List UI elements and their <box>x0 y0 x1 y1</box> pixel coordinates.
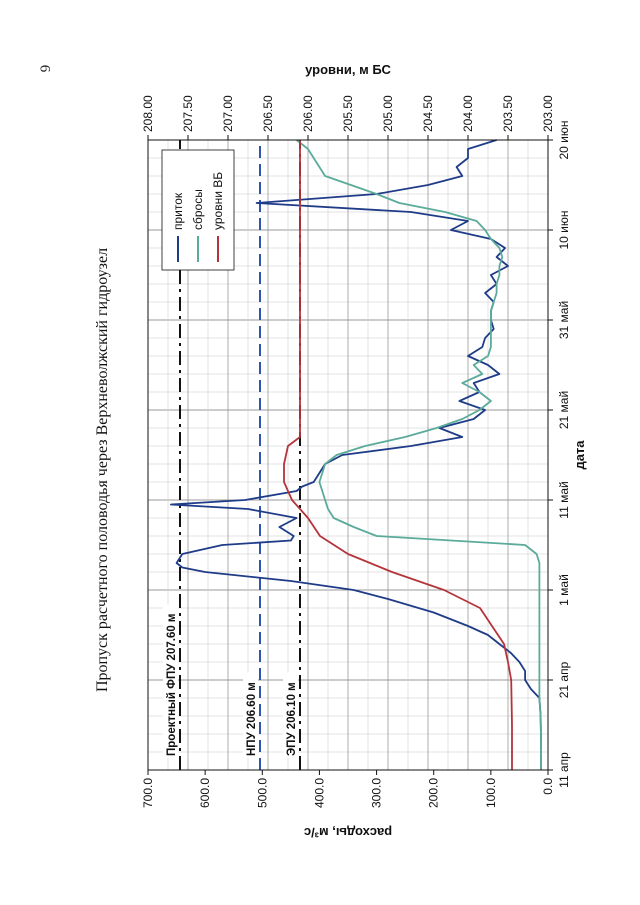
x-tick-label: 10 июн <box>557 210 571 249</box>
y2-tick-label: 205.00 <box>381 95 395 132</box>
reference-line-label: ЭПУ 206.10 м <box>286 682 298 756</box>
y-tick-label: 700.0 <box>141 778 155 808</box>
y-tick-label: 200.0 <box>427 778 441 808</box>
y2-tick-label: 206.50 <box>261 95 275 132</box>
y2-tick-label: 207.00 <box>221 95 235 132</box>
y-tick-label: 100.0 <box>484 778 498 808</box>
reference-line-label: НПУ 206.60 м <box>246 682 258 756</box>
y2-tick-label: 205.50 <box>341 95 355 132</box>
x-tick-label: 20 июн <box>557 120 571 159</box>
series-line <box>296 139 542 770</box>
series-line <box>169 139 542 770</box>
y-tick-label: 600.0 <box>198 778 212 808</box>
y-tick-label: 400.0 <box>312 778 326 808</box>
axis-ticks: 11 апр 21 апр 1 май 11 май 21 май 31 май 10 ию… <box>141 95 571 808</box>
y2-tick-label: 203.50 <box>501 95 515 132</box>
x-tick-label: 1 май <box>557 574 571 606</box>
y2-tick-label: 203.00 <box>541 95 555 132</box>
axis-titles: дата расходы, м³/с уровни, м БС <box>304 62 587 840</box>
series-line <box>283 140 513 770</box>
y2-axis-title: уровни, м БС <box>305 62 391 77</box>
legend-label: приток <box>171 192 185 230</box>
x-tick-label: 31 май <box>557 301 571 339</box>
reference-label-bg <box>243 672 258 758</box>
x-axis-title: дата <box>572 440 587 470</box>
y2-tick-label: 208.00 <box>141 95 155 132</box>
y2-tick-label: 204.00 <box>461 95 475 132</box>
reference-line-label: Проектный ФПУ 207.60 м <box>166 614 178 756</box>
y2-tick-label: 204.50 <box>421 95 435 132</box>
reference-label-bg <box>163 604 178 758</box>
x-tick-label: 11 апр <box>557 752 571 788</box>
reference-label-bg <box>283 672 298 758</box>
series-lines <box>169 139 542 770</box>
x-tick-label: 21 апр <box>557 661 571 698</box>
x-tick-label: 11 май <box>557 481 571 518</box>
legend-label: уровни ВБ <box>211 172 225 230</box>
y-tick-label: 500.0 <box>255 778 269 808</box>
legend-box <box>161 149 235 271</box>
chart-legend: приток сбросы уровни ВБ <box>161 149 235 271</box>
y2-tick-label: 207.50 <box>181 95 195 132</box>
y-axis-title: расходы, м³/с <box>304 825 392 840</box>
y-tick-label: 0.0 <box>541 778 555 795</box>
y2-tick-label: 206.00 <box>301 95 315 132</box>
y-tick-label: 300.0 <box>370 778 384 808</box>
x-tick-label: 21 май <box>557 391 571 429</box>
legend-label: сбросы <box>191 189 205 230</box>
